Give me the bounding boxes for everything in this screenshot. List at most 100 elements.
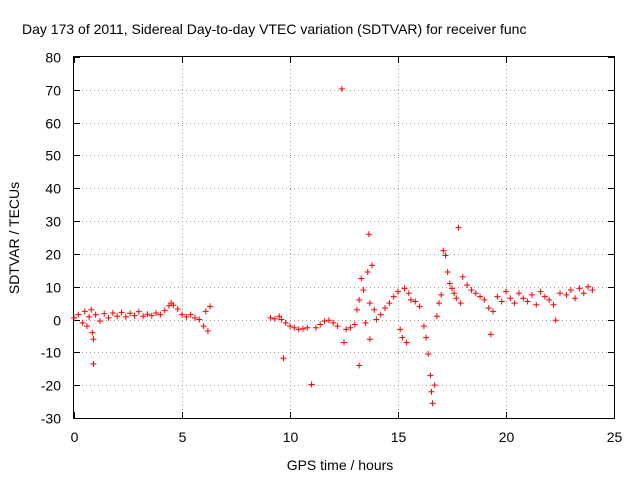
data-point	[109, 309, 116, 316]
data-point	[377, 311, 384, 318]
data-point	[161, 307, 168, 314]
x-tick-label: 5	[179, 429, 187, 445]
data-point	[585, 283, 592, 290]
grid	[74, 57, 614, 418]
data-point	[399, 334, 406, 341]
chart-title: Day 173 of 2011, Sidereal Day-to-day VTE…	[22, 21, 526, 37]
y-tick-label: 20	[45, 247, 61, 263]
data-point	[366, 300, 373, 307]
data-point	[127, 310, 134, 317]
data-point	[362, 319, 369, 326]
data-point	[90, 360, 97, 367]
data-point	[511, 300, 518, 307]
y-axis-label: SDTVAR / TECUs	[6, 182, 22, 294]
data-point	[395, 288, 401, 295]
data-point	[451, 290, 458, 297]
data-point	[148, 312, 155, 319]
data-point	[468, 287, 475, 294]
data-point	[267, 314, 274, 321]
y-tick-label: -30	[41, 411, 61, 427]
data-point	[464, 282, 471, 289]
x-tick-label: 10	[283, 429, 299, 445]
data-point	[347, 324, 354, 331]
data-point	[416, 303, 423, 310]
data-point	[325, 317, 332, 324]
data-point	[79, 319, 86, 326]
data-point	[321, 318, 328, 325]
data-point	[403, 339, 410, 346]
data-point	[271, 315, 278, 322]
data-point	[455, 224, 462, 231]
data-point	[503, 288, 509, 295]
data-point	[157, 311, 164, 318]
data-point	[552, 317, 559, 324]
data-point	[338, 85, 345, 92]
data-point	[472, 290, 479, 297]
data-point	[433, 313, 440, 320]
data-point	[477, 293, 484, 300]
data-point	[101, 310, 108, 317]
data-point	[550, 301, 557, 308]
data-point	[425, 351, 432, 358]
data-point	[364, 268, 371, 275]
data-point	[546, 296, 553, 303]
data-point	[371, 306, 378, 313]
x-tick-label: 20	[499, 429, 515, 445]
data-points	[71, 85, 596, 407]
data-point	[88, 306, 95, 313]
data-point	[90, 336, 97, 343]
data-point	[557, 290, 563, 297]
data-point	[351, 321, 358, 328]
data-point	[382, 305, 389, 312]
data-point	[407, 296, 414, 303]
data-point	[401, 285, 408, 292]
data-point	[481, 296, 488, 303]
y-tick-label: 60	[45, 116, 61, 132]
data-point	[105, 314, 112, 321]
data-point	[183, 313, 190, 320]
y-tick-label: 50	[45, 148, 61, 164]
data-point	[440, 247, 447, 254]
y-tick-label: 30	[45, 214, 61, 230]
data-point	[89, 329, 96, 336]
x-tick-label: 25	[607, 429, 623, 445]
data-point	[153, 309, 160, 316]
y-tick-label: 0	[53, 313, 61, 329]
data-point	[131, 312, 138, 319]
data-point	[356, 362, 363, 369]
x-axis-label: GPS time / hours	[287, 457, 394, 473]
data-point	[453, 295, 460, 302]
data-point	[179, 311, 185, 318]
data-point	[202, 308, 209, 315]
data-point	[490, 308, 497, 315]
data-point	[299, 325, 306, 332]
data-point	[75, 311, 82, 318]
data-point	[278, 316, 285, 323]
data-point	[520, 295, 527, 302]
data-point	[420, 323, 427, 330]
data-point	[196, 316, 203, 323]
data-point	[487, 331, 494, 338]
data-point	[360, 287, 367, 294]
data-point	[369, 262, 376, 269]
data-point	[71, 314, 77, 321]
data-point	[390, 293, 397, 300]
data-point	[576, 285, 583, 292]
data-point	[485, 305, 492, 312]
data-point	[341, 339, 347, 346]
data-point	[140, 313, 147, 320]
data-point	[92, 311, 99, 318]
data-point	[397, 326, 404, 333]
data-point	[81, 308, 88, 315]
data-point	[442, 252, 449, 259]
data-point	[446, 280, 453, 287]
data-point	[427, 372, 434, 379]
data-point	[494, 293, 501, 300]
y-tick-label: 80	[45, 50, 61, 66]
data-point	[533, 301, 540, 308]
data-point	[423, 334, 430, 341]
data-point	[524, 298, 531, 305]
data-point	[580, 290, 587, 297]
